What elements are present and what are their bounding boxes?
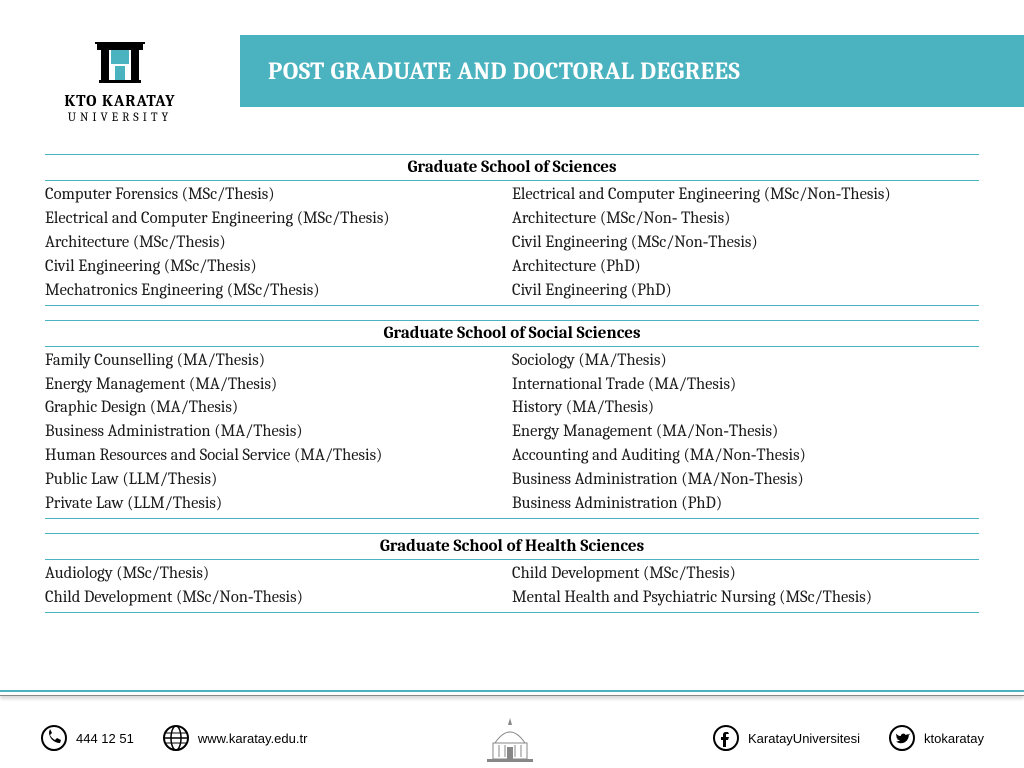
logo-line1: KTO KARATAY xyxy=(0,92,240,110)
footer-twitter: ktokaratay xyxy=(888,724,984,752)
logo-line2: UNIVERSITY xyxy=(0,110,240,124)
column-right: Electrical and Computer Engineering (MSc… xyxy=(512,181,979,305)
program-item: International Trade (MA/Thesis) xyxy=(512,373,979,397)
program-item: Child Development (MSc/Non‑Thesis) xyxy=(45,586,512,610)
footer-twitter-text: ktokaratay xyxy=(924,731,984,746)
program-item: Accounting and Auditing (MA/Non‑Thesis) xyxy=(512,444,979,468)
footer: 444 12 51 www.karatay.edu.tr KaratayUniv… xyxy=(0,708,1024,768)
footer-facebook: KaratayUniversitesi xyxy=(712,724,860,752)
footer-website: www.karatay.edu.tr xyxy=(162,724,308,752)
program-item: Audiology (MSc/Thesis) xyxy=(45,562,512,586)
footer-right-group: KaratayUniversitesi ktokaratay xyxy=(712,724,984,752)
footer-website-text: www.karatay.edu.tr xyxy=(198,731,308,746)
twitter-icon xyxy=(888,724,916,752)
column-left: Computer Forensics (MSc/Thesis)Electrica… xyxy=(45,181,512,305)
section-heading: Graduate School of Social Sciences xyxy=(45,320,979,347)
program-item: Architecture (PhD) xyxy=(512,255,979,279)
program-item: Civil Engineering (PhD) xyxy=(512,279,979,303)
program-item: Child Development (MSc/Thesis) xyxy=(512,562,979,586)
program-item: Energy Management (MA/Thesis) xyxy=(45,373,512,397)
content: Graduate School of SciencesComputer Fore… xyxy=(0,124,1024,613)
program-item: Human Resources and Social Service (MA/T… xyxy=(45,444,512,468)
footer-left-group: 444 12 51 www.karatay.edu.tr xyxy=(40,724,307,752)
program-item: Electrical and Computer Engineering (MSc… xyxy=(45,207,512,231)
program-item: Family Counselling (MA/Thesis) xyxy=(45,349,512,373)
program-item: Civil Engineering (MSc/Non‑Thesis) xyxy=(512,231,979,255)
section-columns: Family Counselling (MA/Thesis)Energy Man… xyxy=(45,347,979,519)
column-right: Sociology (MA/Thesis)International Trade… xyxy=(512,347,979,518)
logo-block: KTO KARATAY UNIVERSITY xyxy=(0,35,240,124)
phone-icon xyxy=(40,724,68,752)
program-item: Architecture (MSc/Non‑ Thesis) xyxy=(512,207,979,231)
footer-divider xyxy=(0,690,1024,696)
footer-facebook-text: KaratayUniversitesi xyxy=(748,731,860,746)
globe-icon xyxy=(162,724,190,752)
section: Graduate School of SciencesComputer Fore… xyxy=(45,154,979,306)
section-heading: Graduate School of Health Sciences xyxy=(45,533,979,560)
column-left: Audiology (MSc/Thesis)Child Development … xyxy=(45,560,512,612)
program-item: Electrical and Computer Engineering (MSc… xyxy=(512,183,979,207)
program-item: Mechatronics Engineering (MSc/Thesis) xyxy=(45,279,512,303)
program-item: Mental Health and Psychiatric Nursing (M… xyxy=(512,586,979,610)
program-item: Business Administration (PhD) xyxy=(512,492,979,516)
column-left: Family Counselling (MA/Thesis)Energy Man… xyxy=(45,347,512,518)
section-heading: Graduate School of Sciences xyxy=(45,154,979,181)
footer-phone: 444 12 51 xyxy=(40,724,134,752)
facebook-icon xyxy=(712,724,740,752)
program-item: Business Administration (MA/Non‑Thesis) xyxy=(512,468,979,492)
program-item: Public Law (LLM/Thesis) xyxy=(45,468,512,492)
program-item: Private Law (LLM/Thesis) xyxy=(45,492,512,516)
program-item: History (MA/Thesis) xyxy=(512,396,979,420)
program-item: Sociology (MA/Thesis) xyxy=(512,349,979,373)
dome-icon xyxy=(475,713,545,763)
program-item: Computer Forensics (MSc/Thesis) xyxy=(45,183,512,207)
header: KTO KARATAY UNIVERSITY POST GRADUATE AND… xyxy=(0,0,1024,124)
program-item: Business Administration (MA/Thesis) xyxy=(45,420,512,444)
page-title: POST GRADUATE AND DOCTORAL DEGREES xyxy=(240,35,1024,107)
column-right: Child Development (MSc/Thesis)Mental Hea… xyxy=(512,560,979,612)
footer-phone-text: 444 12 51 xyxy=(76,731,134,746)
program-item: Energy Management (MA/Non‑Thesis) xyxy=(512,420,979,444)
program-item: Civil Engineering (MSc/Thesis) xyxy=(45,255,512,279)
section: Graduate School of Health SciencesAudiol… xyxy=(45,533,979,613)
logo-gate-icon xyxy=(93,40,147,88)
section: Graduate School of Social SciencesFamily… xyxy=(45,320,979,519)
section-columns: Computer Forensics (MSc/Thesis)Electrica… xyxy=(45,181,979,306)
program-item: Graphic Design (MA/Thesis) xyxy=(45,396,512,420)
section-columns: Audiology (MSc/Thesis)Child Development … xyxy=(45,560,979,613)
program-item: Architecture (MSc/Thesis) xyxy=(45,231,512,255)
